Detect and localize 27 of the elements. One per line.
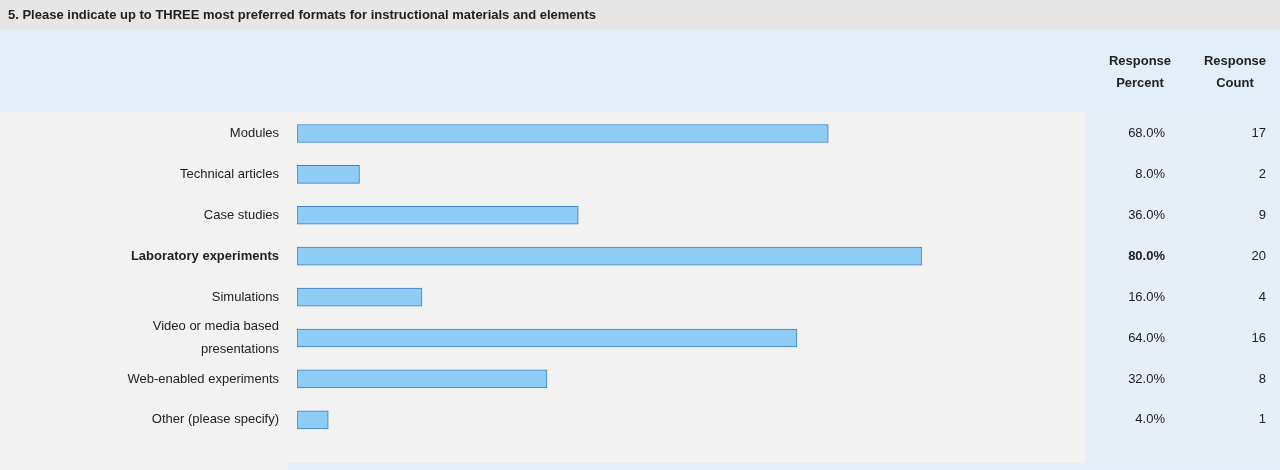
text: 20	[1251, 247, 1266, 263]
data-label: 8.0%	[1135, 165, 1166, 181]
y-tick-label: Modules	[229, 125, 280, 141]
data-label: 64.0%	[1128, 329, 1166, 345]
text: 8	[1258, 370, 1266, 386]
y-tick-label: Video or media based presentations	[152, 317, 280, 357]
data-label: 16.0%	[1128, 288, 1166, 304]
data-label: 80.0%	[1128, 247, 1166, 263]
text: 16	[1251, 329, 1266, 345]
text: Response Percent	[1107, 52, 1173, 92]
y-tick-label: Simulations	[211, 288, 280, 304]
text: 2	[1258, 165, 1266, 181]
data-label: 4.0%	[1135, 411, 1166, 427]
text: Response Count	[1202, 52, 1268, 92]
y-tick-label: Other (please specify)	[151, 411, 279, 427]
text: 4	[1258, 288, 1266, 304]
text: 9	[1258, 206, 1266, 222]
text: 17	[1251, 125, 1266, 141]
data-label: 68.0%	[1128, 125, 1166, 141]
y-tick-label: Web-enabled experiments	[127, 370, 280, 386]
y-tick-label: Technical articles	[180, 165, 280, 181]
y-tick-label: Case studies	[203, 206, 280, 222]
data-label: 32.0%	[1128, 370, 1166, 386]
text: 1	[1258, 411, 1266, 427]
chart-title: 5. Please indicate up to THREE most preferred formats for instructional materials and elements	[0, 0, 1280, 30]
y-tick-label: Laboratory experiments	[130, 247, 279, 263]
data-label: 36.0%	[1128, 206, 1166, 222]
